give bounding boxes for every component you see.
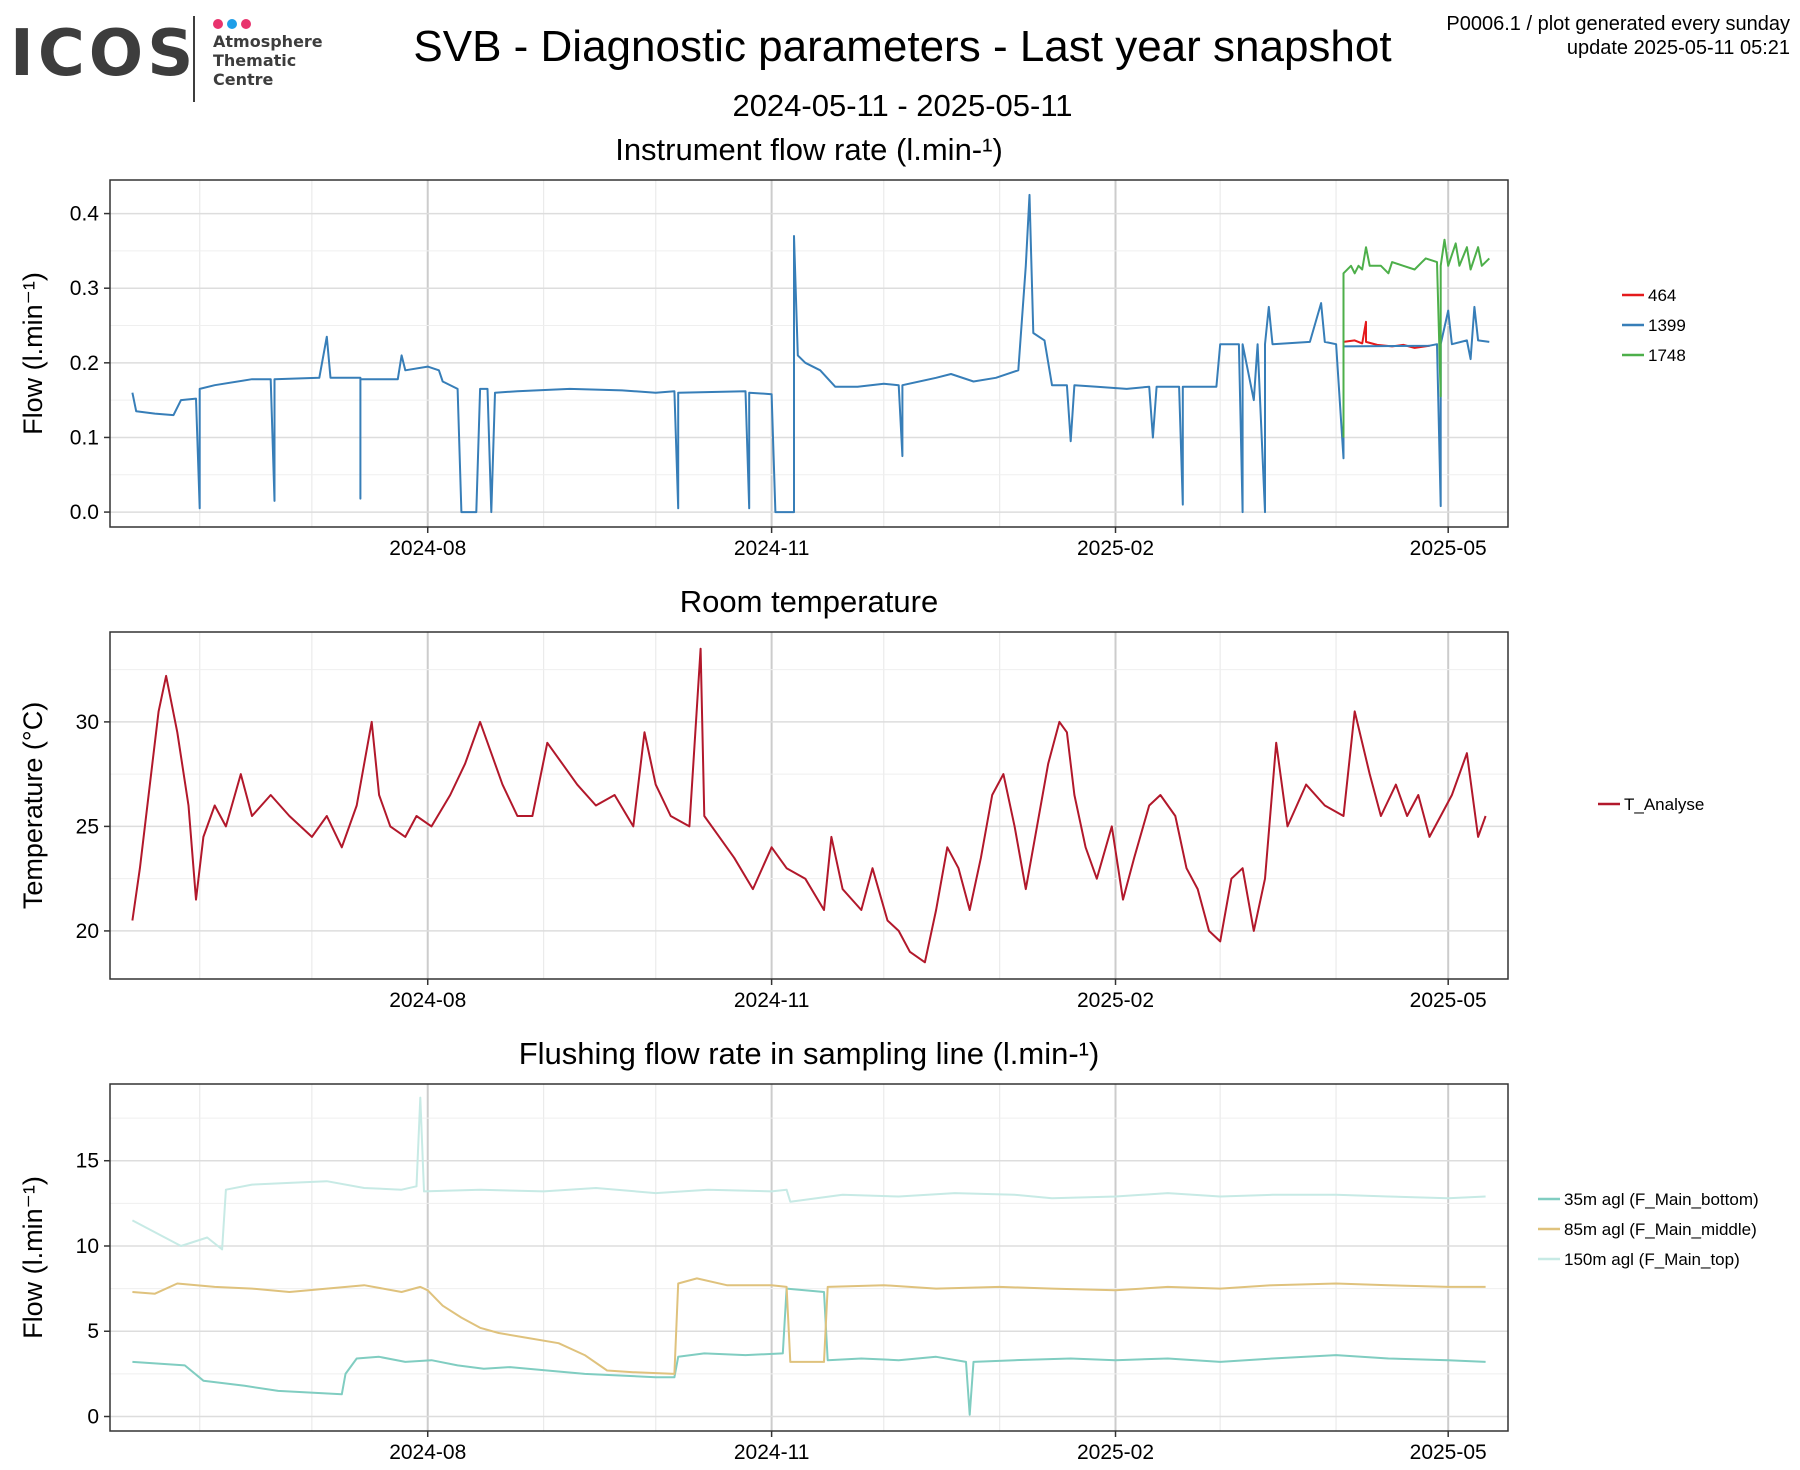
legend-label: 1399 [1648, 316, 1686, 335]
logo-dot [241, 19, 251, 29]
legend-label: 35m agl (F_Main_bottom) [1564, 1190, 1759, 1209]
chart-panel-1: Instrument flow rate (l.min-¹) 2024-08 202… [18, 132, 1686, 560]
logo-line1: Atmosphere [213, 32, 323, 51]
y-tick-label: 30 [76, 711, 99, 734]
legend-label: 1748 [1648, 346, 1686, 365]
x-tick-label: 2024-11 [734, 1441, 810, 1464]
panel-border [109, 179, 1509, 528]
y-tick-label: 20 [76, 920, 99, 943]
y-tick-label: 5 [87, 1320, 99, 1343]
info-line-1: P0006.1 / plot generated every sunday [1446, 13, 1790, 35]
x-tick-label: 2024-08 [389, 989, 466, 1012]
x-tick-label: 2025-02 [1077, 1441, 1154, 1464]
logo-dot [227, 19, 237, 29]
x-tick-label: 2025-02 [1077, 989, 1154, 1012]
y-tick-label: 0.1 [70, 426, 99, 449]
chart-title: Room temperature [680, 584, 938, 619]
y-tick-label: 25 [76, 815, 99, 838]
y-tick-label: 0.4 [70, 203, 100, 226]
legend-label: 150m agl (F_Main_top) [1564, 1250, 1740, 1269]
series-line-85m-agl-F-Main-middle- [132, 1277, 1486, 1375]
panel-border [109, 631, 1509, 980]
series-line-1399 [131, 193, 1490, 514]
x-tick-label: 2024-08 [389, 537, 466, 560]
y-axis-label: Temperature (°C) [18, 702, 48, 909]
chart-title: Flushing flow rate in sampling line (l.m… [519, 1036, 1100, 1071]
x-tick-label: 2024-11 [734, 989, 810, 1012]
y-tick-label: 0.2 [70, 352, 99, 375]
y-tick-label: 0.3 [70, 277, 99, 300]
logo-text: Atmosphere Thematic Centre [213, 32, 323, 89]
x-tick-label: 2025-05 [1410, 1441, 1487, 1464]
series-line-35m-agl-F-Main-bottom- [132, 1287, 1486, 1416]
logo-brand: ICOS [10, 17, 198, 91]
legend-label: 464 [1648, 286, 1676, 305]
date-range-subtitle: 2024-05-11 - 2025-05-11 [732, 88, 1073, 123]
x-tick-label: 2025-05 [1410, 537, 1487, 560]
x-tick-label: 2024-08 [389, 1441, 466, 1464]
legend-label: 85m agl (F_Main_middle) [1564, 1220, 1757, 1239]
y-tick-label: 0 [87, 1406, 99, 1429]
logo-dot [213, 19, 223, 29]
icos-logo: ICOS Atmosphere Thematic Centre [10, 14, 330, 104]
generation-info: P0006.1 / plot generated every sunday up… [1446, 12, 1790, 60]
legend-label: T_Analyse [1624, 795, 1704, 814]
x-tick-label: 2025-05 [1410, 989, 1487, 1012]
logo-line2: Thematic [213, 51, 297, 70]
y-tick-label: 15 [76, 1150, 99, 1173]
y-axis-label: Flow (l.min⁻¹) [18, 272, 48, 435]
series-line-1748 [1342, 238, 1491, 438]
y-axis-label: Flow (l.min⁻¹) [18, 1176, 48, 1339]
page-title: SVB - Diagnostic parameters - Last year … [413, 22, 1392, 71]
y-tick-label: 10 [76, 1235, 99, 1258]
panel-border [109, 1083, 1509, 1432]
chart-title: Instrument flow rate (l.min-¹) [615, 132, 1003, 167]
logo-dots [213, 16, 255, 34]
series-line-150m-agl-F-Main-top- [131, 1096, 1486, 1251]
chart-panel-3: Flushing flow rate in sampling line (l.m… [18, 1036, 1759, 1464]
y-tick-label: 0.0 [70, 501, 99, 524]
x-tick-label: 2025-02 [1077, 537, 1154, 560]
series-line-T-Analyse [131, 647, 1487, 964]
logo-line3: Centre [213, 70, 274, 89]
info-line-2: update 2025-05-11 05:21 [1566, 37, 1790, 59]
logo-divider [193, 16, 195, 102]
x-tick-label: 2024-11 [734, 537, 810, 560]
